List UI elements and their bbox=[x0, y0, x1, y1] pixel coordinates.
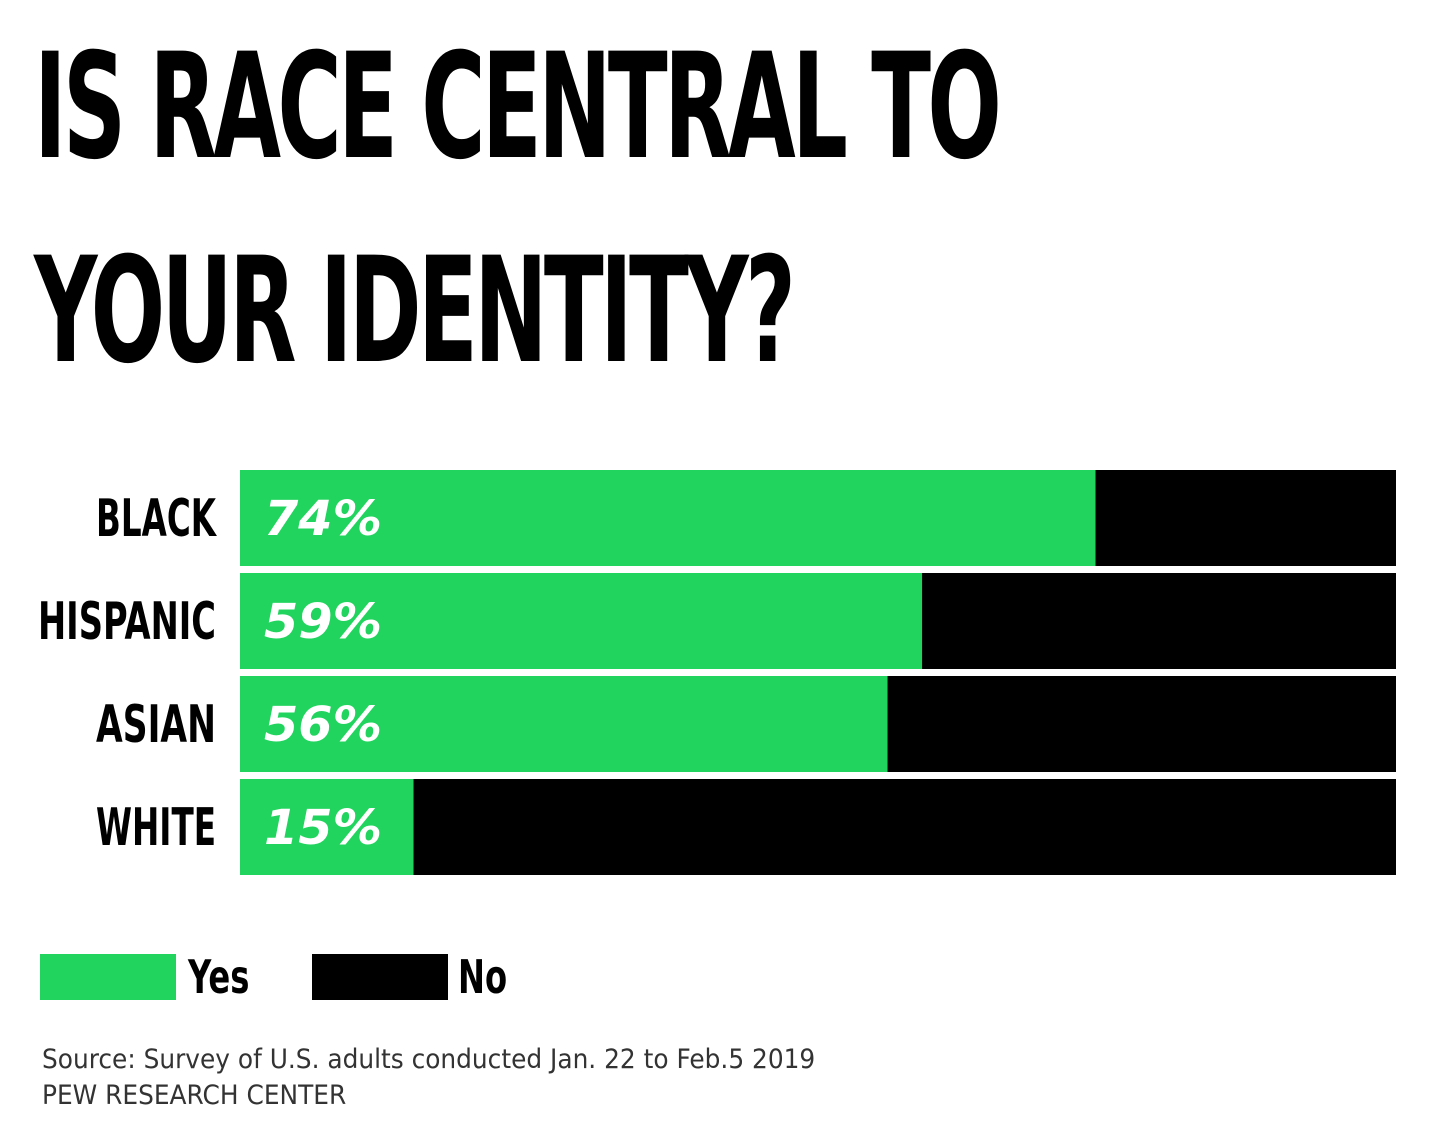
bar-no-hispanic bbox=[922, 573, 1396, 669]
bar-no-white bbox=[413, 779, 1396, 875]
legend-swatch-yes bbox=[40, 954, 176, 1000]
value-label-black: 74% bbox=[264, 491, 382, 547]
bar-yes-asian bbox=[240, 676, 888, 772]
value-label-white: 15% bbox=[264, 800, 382, 856]
legend-label-yes: Yes bbox=[188, 950, 250, 1004]
value-label-asian: 56% bbox=[264, 697, 382, 753]
bar-no-asian bbox=[887, 676, 1396, 772]
chart-title-line-2: YOUR IDENTITY? bbox=[34, 226, 796, 396]
category-label-hispanic: HISPANIC bbox=[38, 592, 216, 652]
legend-swatch-no bbox=[312, 954, 448, 1000]
value-label-hispanic: 59% bbox=[264, 594, 382, 650]
legend-label-no: No bbox=[458, 950, 508, 1004]
bar-chart: BLACK 74% HISPANIC 59% ASIAN 56% WHITE 15% bbox=[38, 470, 1396, 875]
chart-title-line-1: IS RACE CENTRAL TO bbox=[34, 22, 1002, 192]
category-label-asian: ASIAN bbox=[96, 695, 216, 755]
bar-yes-white bbox=[240, 779, 414, 875]
category-label-black: BLACK bbox=[96, 489, 217, 549]
bar-no-black bbox=[1095, 470, 1396, 566]
legend: Yes No bbox=[0, 950, 600, 1004]
source-note: Source: Survey of U.S. adults conducted … bbox=[42, 1044, 816, 1075]
bar-yes-hispanic bbox=[240, 573, 923, 669]
bar-yes-black bbox=[240, 470, 1096, 566]
source-organization: PEW RESEARCH CENTER bbox=[42, 1080, 347, 1111]
category-label-white: WHITE bbox=[96, 798, 216, 858]
